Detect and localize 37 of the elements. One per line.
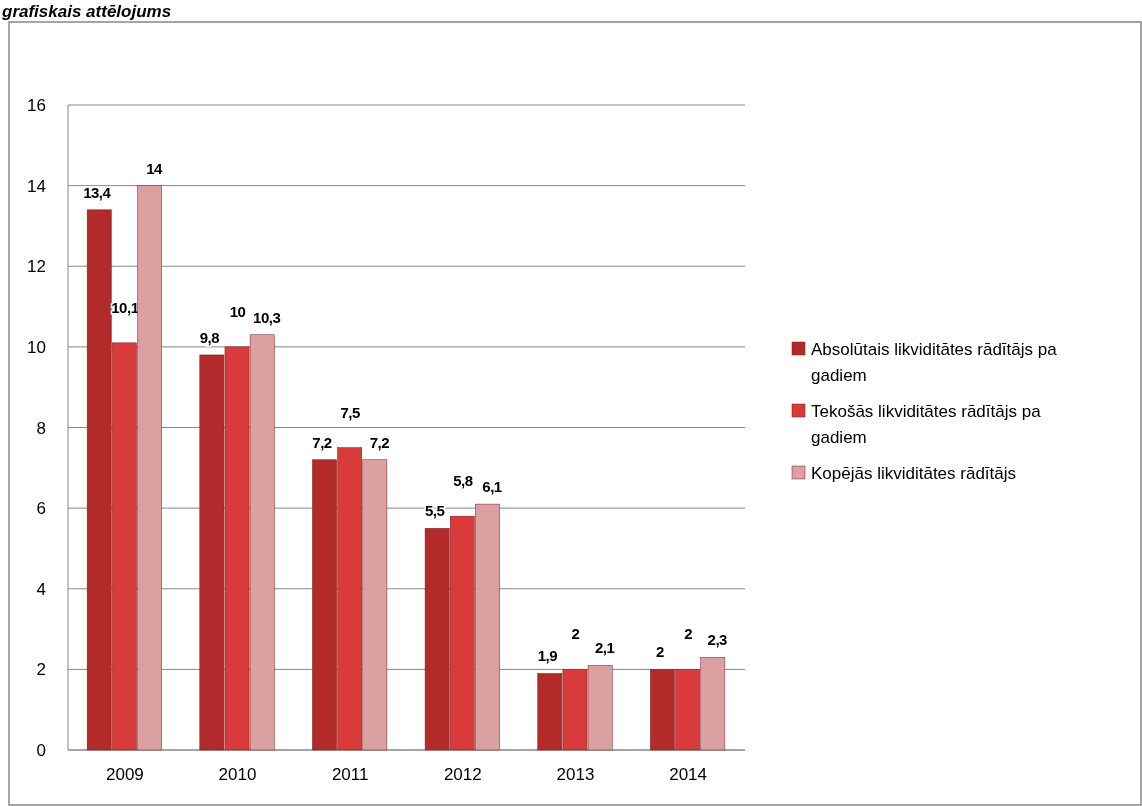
x-tick-label: 2010 — [218, 765, 257, 784]
legend-label: Absolūtais likviditātes rādītājs pa gadiem — [811, 340, 1058, 385]
y-tick-label: 16 — [27, 96, 46, 115]
data-label: 10,3 — [253, 308, 281, 326]
x-tick-label: 2012 — [443, 765, 482, 784]
y-tick-label: 0 — [36, 741, 46, 760]
data-label: 2,1 — [594, 639, 615, 657]
data-label: 2 — [571, 625, 580, 643]
data-label: 7,2 — [312, 433, 332, 451]
data-label: 2 — [684, 625, 693, 643]
legend-label: Tekošās likviditātes rādītājs pa gadiem — [811, 402, 1042, 447]
y-tick-label: 2 — [36, 660, 46, 680]
y-tick-label: 6 — [36, 499, 46, 519]
x-tick-label: 2011 — [331, 765, 369, 784]
y-tick-label: 8 — [36, 418, 46, 438]
data-label: 5,5 — [424, 502, 445, 520]
y-tick-label: 12 — [27, 257, 46, 277]
data-label: 7,5 — [340, 403, 361, 421]
data-label: 14 — [146, 159, 164, 177]
data-label: 10 — [229, 302, 246, 320]
y-tick-label: 14 — [27, 176, 46, 196]
data-label: 13,4 — [83, 183, 112, 201]
data-label: 2 — [656, 643, 665, 661]
data-label: 10,1 — [111, 298, 139, 316]
x-tick-label: 2014 — [669, 765, 708, 784]
data-label: 9,8 — [199, 328, 220, 346]
x-tick-label: 2009 — [105, 765, 144, 784]
legend-label: Kopējās likviditātes rādītājs — [811, 464, 1017, 483]
data-label: 6,1 — [482, 478, 502, 496]
chart-title: grafiskais attēlojums — [1, 2, 172, 21]
y-tick-label: 4 — [36, 579, 46, 599]
data-label: 7,2 — [369, 433, 390, 451]
data-label: 2,3 — [707, 631, 728, 649]
y-tick-label: 10 — [27, 337, 46, 357]
data-label: 1,9 — [537, 647, 558, 665]
x-tick-label: 2013 — [556, 765, 595, 784]
data-label: 5,8 — [453, 472, 473, 490]
